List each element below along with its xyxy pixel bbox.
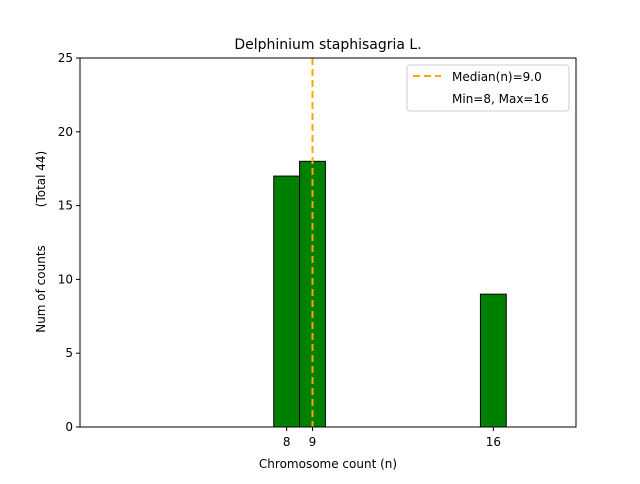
x-tick-label: 9 (309, 435, 317, 449)
y-tick-label: 10 (58, 272, 73, 286)
y-axis-total-label: (Total 44) (34, 151, 48, 207)
bar-16 (479, 293, 507, 428)
x-axis-label: Chromosome count (n) (259, 457, 397, 471)
plot-area-frame (79, 57, 577, 428)
x-tick-label: 8 (283, 435, 291, 449)
y-tick-label: 5 (65, 346, 73, 360)
legend: Median(n)=9.0 Min=8, Max=16 (406, 64, 570, 112)
y-tick-label: 15 (58, 199, 73, 213)
bar-8 (273, 175, 301, 428)
chart-title: Delphinium staphisagria L. (234, 37, 421, 53)
legend-minmax-label: Min=8, Max=16 (452, 92, 549, 106)
y-tick-label: 25 (58, 51, 73, 65)
legend-median-label: Median(n)=9.0 (452, 70, 542, 84)
y-tick-label: 0 (65, 420, 73, 434)
legend-box (406, 64, 570, 112)
x-tick-label: 16 (486, 435, 501, 449)
y-tick-label: 20 (58, 125, 73, 139)
y-axis-label: Num of counts (34, 245, 48, 333)
